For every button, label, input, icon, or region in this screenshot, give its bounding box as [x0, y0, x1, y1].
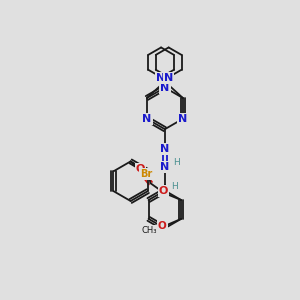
Text: N: N — [157, 73, 166, 83]
Text: N: N — [160, 144, 170, 154]
Text: N: N — [160, 82, 170, 93]
Text: N: N — [142, 114, 152, 124]
Text: N: N — [160, 162, 170, 172]
Text: H: H — [173, 158, 180, 167]
Text: H: H — [171, 182, 178, 191]
Text: O: O — [136, 164, 145, 174]
Text: N: N — [178, 114, 188, 124]
Text: O: O — [159, 186, 168, 196]
Text: N: N — [164, 73, 173, 83]
Text: Br: Br — [140, 169, 153, 179]
Text: CH₃: CH₃ — [142, 226, 157, 235]
Text: O: O — [158, 221, 167, 231]
